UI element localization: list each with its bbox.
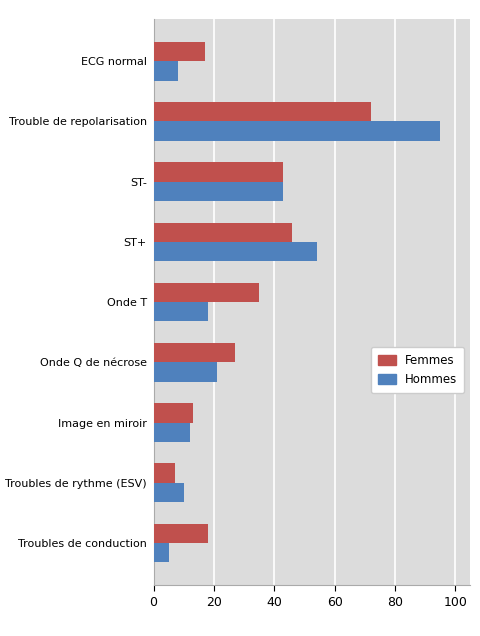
Bar	[154, 182, 283, 201]
Bar	[154, 363, 217, 382]
Bar	[154, 61, 178, 81]
Bar	[154, 283, 259, 302]
Bar	[154, 543, 168, 562]
Bar	[154, 102, 371, 121]
Bar	[154, 422, 190, 442]
Bar	[154, 403, 193, 422]
Bar	[154, 343, 235, 363]
Bar	[154, 464, 175, 483]
Bar	[154, 223, 292, 242]
Bar	[154, 302, 208, 321]
Legend: Femmes, Hommes: Femmes, Hommes	[371, 347, 465, 393]
Bar	[154, 523, 208, 543]
Bar	[154, 242, 316, 261]
Bar	[154, 121, 440, 141]
Bar	[154, 483, 184, 502]
Bar	[154, 42, 205, 61]
Bar	[154, 162, 283, 182]
